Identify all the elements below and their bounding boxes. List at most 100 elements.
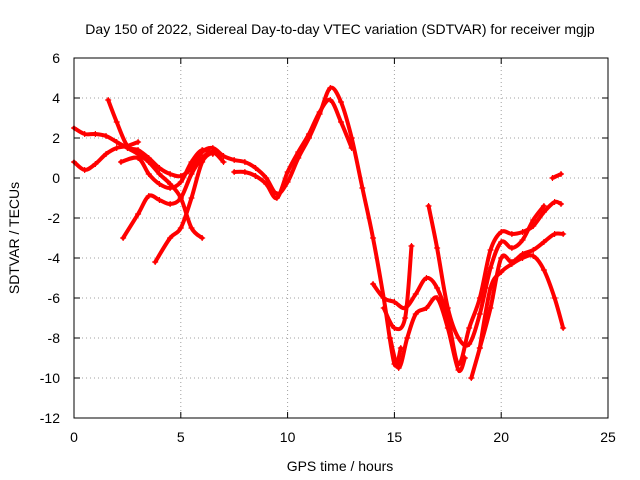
- data-point: [540, 209, 547, 215]
- chart-title: Day 150 of 2022, Sidereal Day-to-day VTE…: [85, 21, 595, 37]
- series-arc-11: [425, 203, 547, 348]
- plot-frame: [73, 57, 609, 419]
- y-tick-label: -10: [40, 370, 60, 386]
- data-point: [103, 151, 110, 157]
- data-point: [145, 171, 152, 177]
- data-point: [167, 185, 174, 191]
- series-arc-13: [476, 253, 567, 351]
- data-point: [135, 139, 142, 145]
- data-point: [199, 235, 206, 241]
- data-point: [468, 375, 475, 381]
- data-point: [152, 259, 159, 265]
- data-point: [295, 149, 302, 155]
- data-point: [252, 165, 259, 171]
- data-point: [263, 175, 270, 181]
- data-point: [156, 181, 163, 187]
- data-point: [145, 155, 152, 161]
- y-tick-label: -8: [48, 330, 61, 346]
- y-tick-label: 0: [52, 170, 60, 186]
- data-point: [540, 267, 547, 273]
- data-point: [305, 131, 312, 137]
- data-point: [370, 281, 377, 287]
- x-tick-label: 15: [387, 429, 403, 445]
- y-tick-label: -12: [40, 410, 60, 426]
- series-arc-8: [370, 199, 565, 367]
- data-point: [530, 217, 537, 223]
- x-tick-label: 20: [493, 429, 509, 445]
- data-point: [231, 157, 238, 163]
- y-tick-label: -6: [48, 290, 61, 306]
- series-arc-3: [105, 85, 404, 368]
- x-axis-title: GPS time / hours: [287, 458, 394, 474]
- data-point: [402, 315, 409, 321]
- data-point: [412, 311, 419, 317]
- series-arc-4: [117, 147, 216, 191]
- data-point: [359, 185, 366, 191]
- series-line: [426, 204, 546, 348]
- data-point: [199, 159, 206, 165]
- data-point: [498, 269, 505, 275]
- series-layer: [71, 85, 567, 381]
- data-point: [135, 155, 142, 161]
- data-point: [177, 225, 184, 231]
- data-point: [117, 159, 124, 165]
- data-point: [263, 181, 270, 187]
- series-arc-6: [152, 149, 216, 265]
- data-point: [487, 265, 494, 271]
- data-point: [316, 109, 323, 115]
- tick-label-layer: 0 5 10 15 20 25 -12 -10 -8 -6 -4 -2 0 2 4 6: [40, 50, 616, 445]
- data-point: [167, 171, 174, 177]
- data-point: [252, 173, 259, 179]
- data-point: [498, 239, 505, 245]
- x-tick-label: 25: [600, 429, 616, 445]
- series-arc-10: [387, 295, 468, 374]
- data-point: [145, 193, 152, 199]
- data-point: [558, 171, 565, 177]
- data-point: [549, 175, 556, 181]
- data-point: [408, 243, 415, 249]
- data-point: [540, 239, 547, 245]
- data-point: [476, 345, 483, 351]
- data-point: [177, 195, 184, 201]
- y-tick-label: 2: [52, 130, 60, 146]
- data-point: [188, 159, 195, 165]
- data-point: [455, 367, 462, 373]
- data-point: [113, 119, 120, 125]
- series-line: [232, 97, 354, 201]
- series-arc-7: [231, 97, 355, 201]
- data-point: [105, 97, 112, 103]
- data-point: [551, 199, 558, 205]
- data-point: [199, 147, 206, 153]
- series-arc-5: [120, 149, 227, 241]
- series-line: [106, 85, 403, 368]
- data-point: [380, 295, 387, 301]
- series-arc-1: [71, 139, 142, 173]
- data-point: [434, 295, 441, 301]
- data-point: [284, 169, 291, 175]
- data-point: [327, 85, 334, 91]
- x-tick-label: 5: [177, 429, 185, 445]
- data-point: [188, 195, 195, 201]
- data-point: [444, 305, 451, 311]
- x-tick-label: 0: [70, 429, 78, 445]
- data-point: [519, 229, 526, 235]
- data-point: [135, 211, 142, 217]
- data-point: [391, 325, 398, 331]
- tick-layer: [73, 57, 609, 419]
- data-point: [220, 159, 227, 165]
- data-point: [434, 245, 441, 251]
- data-point: [135, 147, 142, 153]
- y-tick-label: -4: [48, 250, 61, 266]
- data-point: [551, 231, 558, 237]
- data-point: [220, 153, 227, 159]
- data-point: [558, 201, 565, 207]
- data-point: [103, 133, 110, 139]
- data-point: [113, 139, 120, 145]
- series-line: [381, 244, 414, 332]
- data-point: [487, 285, 494, 291]
- data-point: [444, 325, 451, 331]
- data-point: [508, 231, 515, 237]
- data-point: [209, 149, 216, 155]
- data-point: [338, 119, 344, 125]
